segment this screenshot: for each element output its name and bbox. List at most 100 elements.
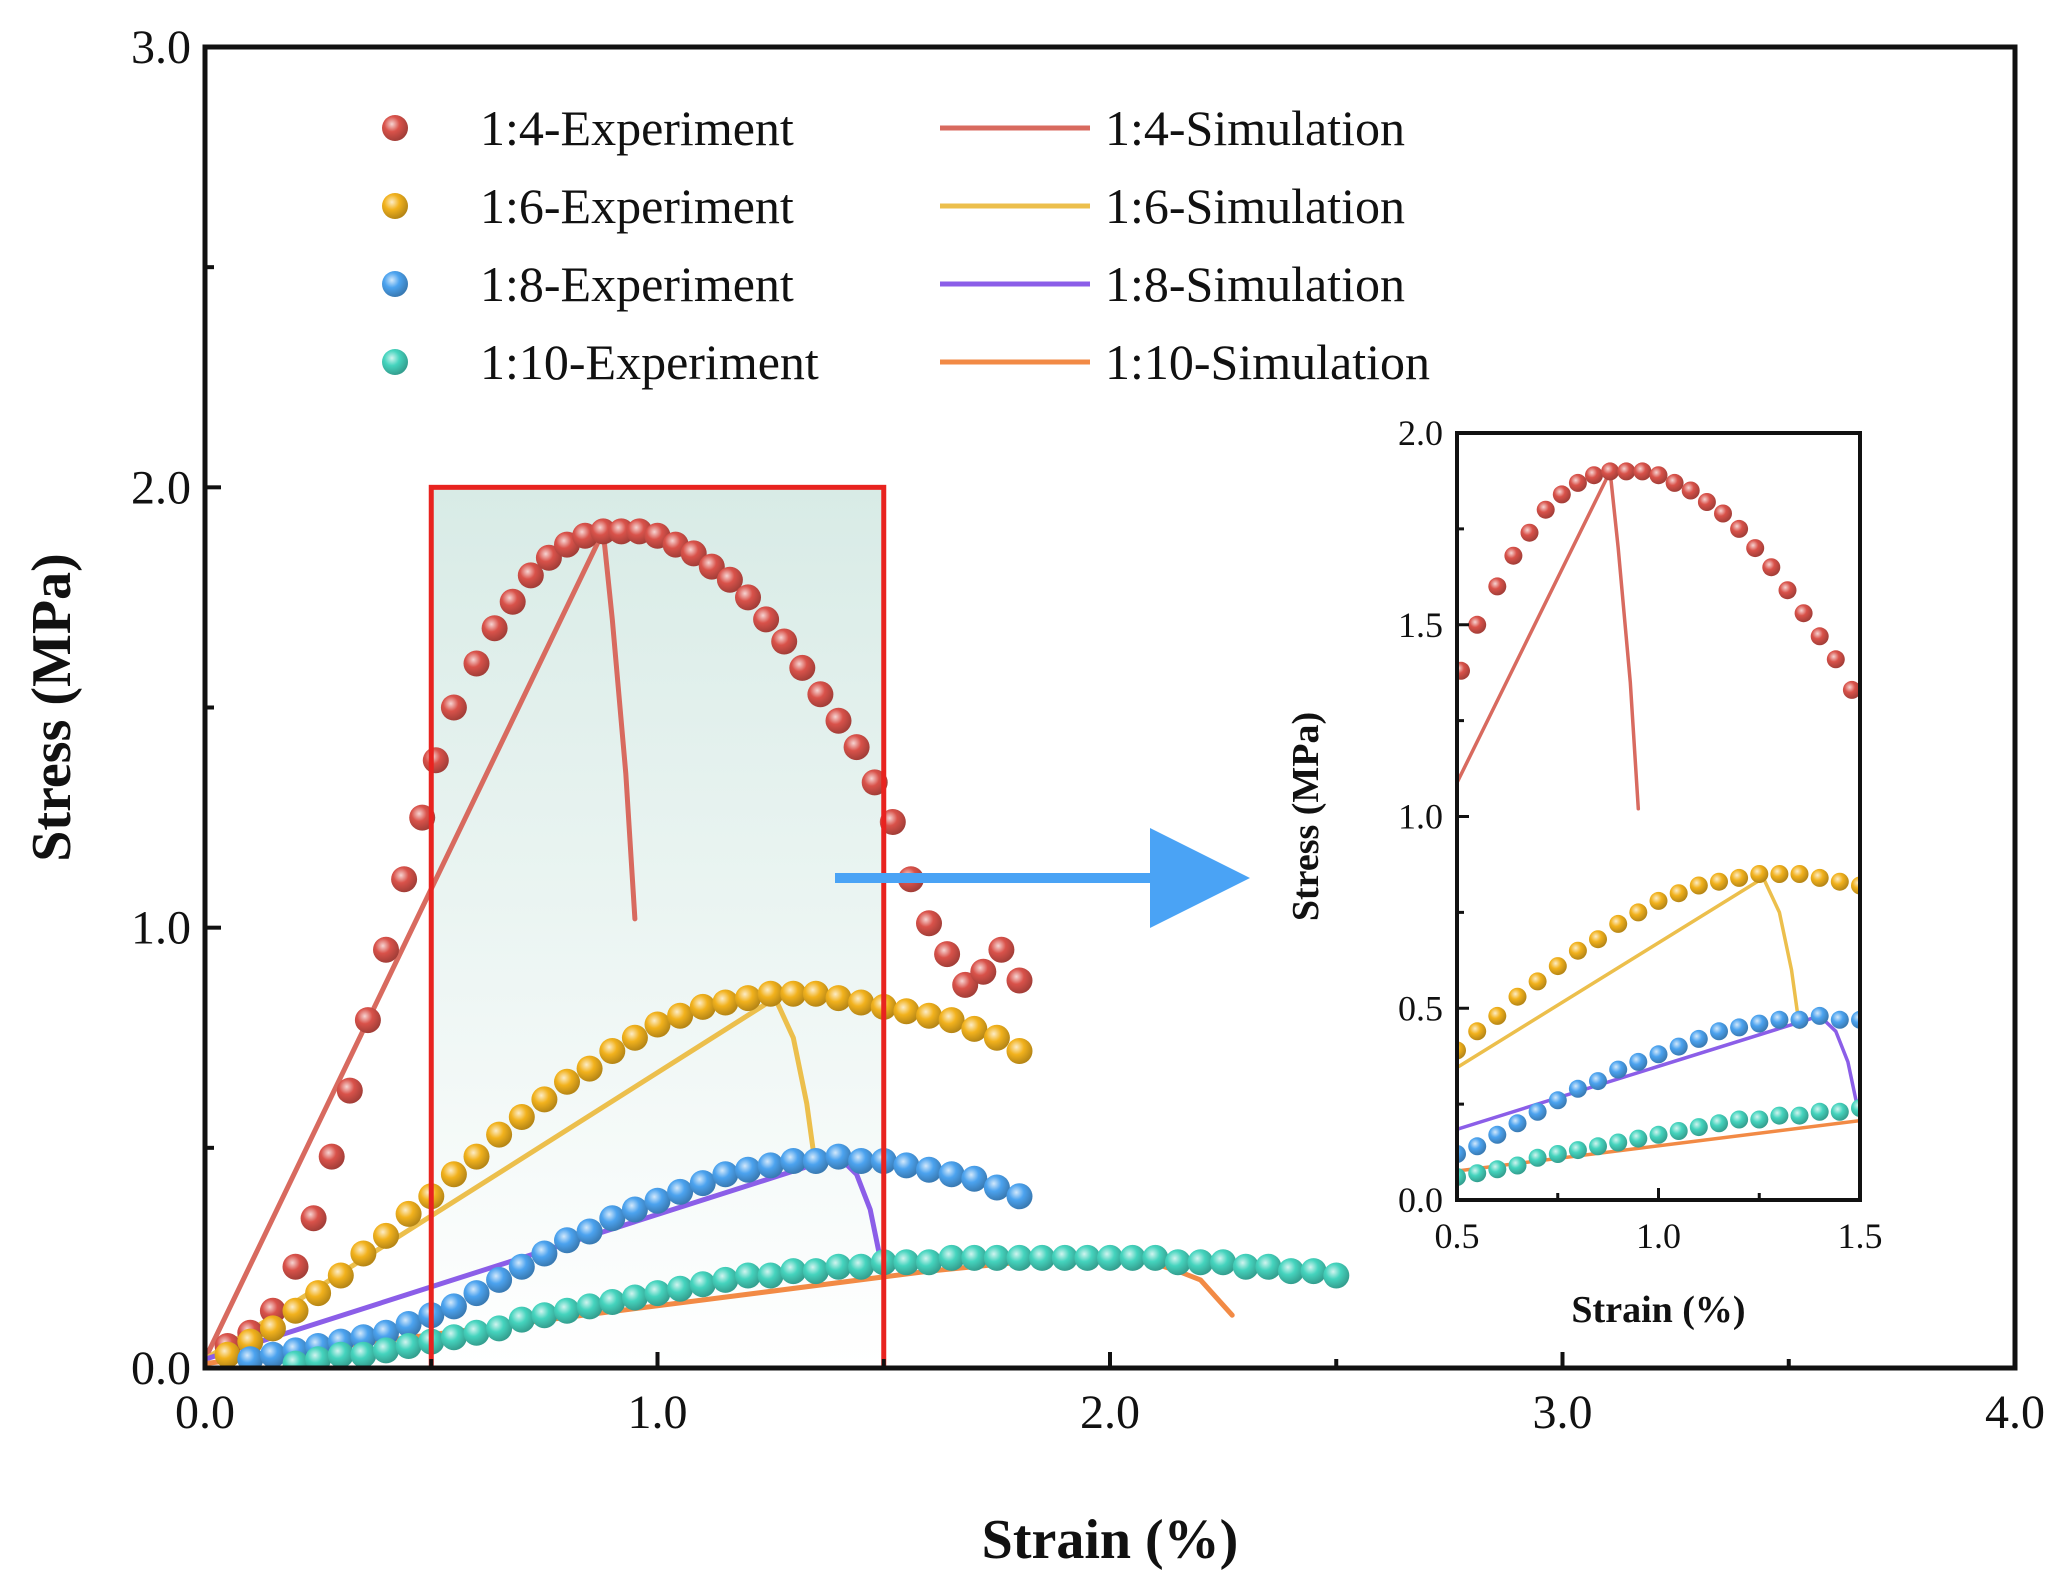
inset-point-1-6-experiment (1528, 972, 1547, 991)
point-1-4-experiment (934, 941, 961, 968)
point-1-4-experiment (517, 562, 544, 589)
inset-background (1457, 433, 1860, 1200)
point-1-6-experiment (508, 1104, 535, 1130)
legend: 1:4-Experiment 1:6-Experiment 1:8-Experime… (382, 100, 1430, 390)
point-1-6-experiment (486, 1121, 513, 1148)
point-1-6-experiment (621, 1024, 648, 1051)
point-1-8-experiment (893, 1152, 920, 1179)
inset-point-1-6-experiment (1307, 1157, 1325, 1175)
point-1-8-experiment (848, 1148, 875, 1174)
inset-point-1-8-experiment (1629, 1052, 1648, 1071)
point-1-8-experiment (802, 1148, 829, 1174)
point-1-8-experiment (961, 1165, 988, 1192)
point-1-6-experiment (644, 1011, 671, 1038)
point-1-10-experiment (757, 1262, 784, 1289)
legend-marker (382, 115, 408, 141)
inset-point-1-8-experiment (1770, 1010, 1789, 1029)
point-1-10-experiment (327, 1341, 354, 1368)
point-1-4-experiment (771, 628, 798, 655)
series-line-1-4-simulation (205, 528, 638, 1362)
inset-point-1-4-experiment (1794, 604, 1813, 623)
x-tick-label: 1.0 (628, 1386, 688, 1439)
main-plot-area (205, 518, 1350, 1368)
inset-point-1-6-experiment (1568, 941, 1587, 960)
point-1-4-experiment (440, 694, 467, 721)
inset-x-axis-label: Strain (%) (1571, 1289, 1745, 1331)
inset-point-1-8-experiment (1710, 1022, 1728, 1041)
point-1-4-experiment (970, 958, 997, 985)
inset-point-1-8-experiment (1689, 1029, 1708, 1048)
point-1-8-experiment (508, 1253, 535, 1280)
point-1-10-experiment (1164, 1249, 1191, 1276)
inset-point-1-6-experiment (1932, 896, 1950, 914)
point-1-6-experiment (373, 1222, 399, 1249)
point-1-6-experiment (757, 980, 784, 1007)
point-1-10-experiment (1029, 1244, 1056, 1271)
inset-point-1-6-experiment (1851, 876, 1860, 895)
inset-point-1-4-experiment (1327, 1103, 1345, 1121)
inset-point-1-4-experiment (1697, 493, 1716, 511)
inset-point-1-10-experiment (1589, 1137, 1607, 1156)
inset-point-1-8-experiment (1287, 1183, 1305, 1201)
inset-point-1-8-experiment (1871, 1015, 1889, 1033)
inset-point-1-8-experiment (1327, 1176, 1345, 1194)
inset-point-1-4-experiment (1457, 661, 1470, 680)
inset-point-1-4-experiment (1891, 804, 1909, 822)
inset-point-1-8-experiment (1912, 1022, 1930, 1040)
inset-point-1-4-experiment (1585, 466, 1603, 485)
inset-point-1-4-experiment (1468, 615, 1487, 634)
inset-point-1-10-experiment (1912, 1095, 1930, 1113)
inset-point-1-6-experiment (1367, 1111, 1385, 1129)
point-1-4-experiment (499, 588, 526, 615)
point-1-8-experiment (621, 1196, 648, 1223)
point-1-6-experiment (599, 1038, 626, 1064)
point-1-10-experiment (825, 1253, 852, 1280)
inset-point-1-8-experiment (1649, 1045, 1668, 1064)
point-1-8-experiment (916, 1156, 942, 1183)
inset-point-1-6-experiment (1327, 1141, 1345, 1159)
inset-point-1-4-experiment (1392, 888, 1410, 906)
point-1-4-experiment (535, 544, 562, 571)
inset-point-1-10-experiment (2032, 1095, 2050, 1113)
inset-point-1-6-experiment (1770, 865, 1789, 883)
x-tick-label: 4.0 (1985, 1386, 2045, 1439)
inset-point-1-4-experiment (1826, 650, 1845, 669)
inset-point-1-8-experiment (1528, 1102, 1547, 1121)
point-1-8-experiment (599, 1205, 626, 1232)
point-1-4-experiment (422, 747, 449, 774)
inset-point-1-4-experiment (1714, 504, 1732, 523)
inset-point-1-4-experiment (1649, 466, 1668, 485)
inset-point-1-6-experiment (1548, 957, 1567, 976)
point-1-10-experiment (938, 1244, 965, 1271)
point-1-10-experiment (1119, 1244, 1146, 1271)
inset-point-1-8-experiment (1609, 1060, 1628, 1079)
inset-point-1-6-experiment (1388, 1091, 1406, 1109)
point-1-10-experiment (440, 1324, 467, 1351)
point-1-10-experiment (1006, 1244, 1033, 1271)
inset-point-1-8-experiment (1367, 1168, 1385, 1186)
inset-point-1-10-experiment (1568, 1141, 1587, 1160)
point-1-4-experiment (282, 1253, 309, 1280)
inset-point-1-6-experiment (1457, 1041, 1466, 1060)
inset-point-1-8-experiment (1952, 1034, 1970, 1052)
legend-label: 1:4-Experiment (480, 100, 794, 156)
inset-y-tick-label: 1.0 (1398, 797, 1443, 837)
inset-y-axis-label: Stress (MPa) (1285, 712, 1327, 921)
point-1-6-experiment (983, 1024, 1010, 1051)
y-tick-label: 0.0 (131, 1342, 191, 1395)
inset-point-1-4-experiment (1778, 581, 1797, 600)
inset-point-1-4-experiment (1842, 680, 1860, 699)
point-1-6-experiment (893, 998, 920, 1025)
inset-point-1-6-experiment (1589, 930, 1607, 949)
legend-marker (382, 193, 408, 219)
point-1-8-experiment (440, 1293, 467, 1320)
inset-point-1-6-experiment (1710, 872, 1728, 891)
series-line-1-6-simulation (205, 995, 819, 1362)
inset-point-1-6-experiment (1810, 868, 1829, 887)
inset-point-1-8-experiment (1457, 1145, 1466, 1163)
point-1-10-experiment (576, 1293, 603, 1320)
inset-point-1-4-experiment (1488, 577, 1507, 596)
point-1-4-experiment (463, 650, 490, 677)
point-1-6-experiment (802, 980, 829, 1007)
point-1-8-experiment (735, 1156, 761, 1183)
